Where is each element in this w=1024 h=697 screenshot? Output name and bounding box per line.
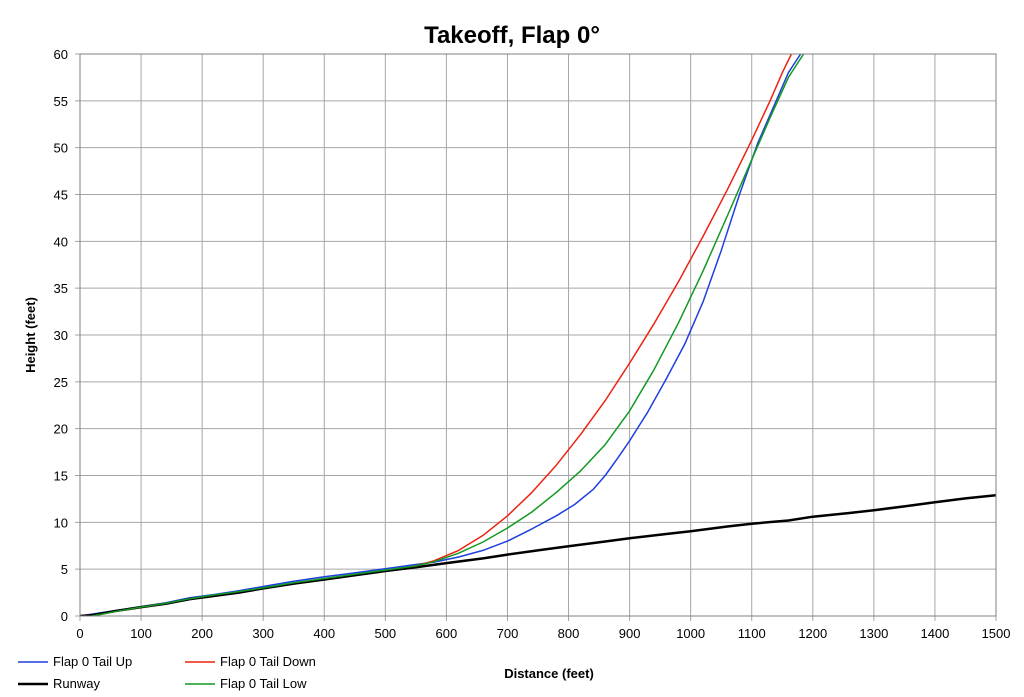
y-axis-label: Height (feet) xyxy=(23,297,38,373)
y-tick-label: 5 xyxy=(61,562,68,577)
legend-item: Flap 0 Tail Down xyxy=(185,654,316,669)
x-tick-label: 1100 xyxy=(738,626,766,641)
x-tick-label: 0 xyxy=(76,626,83,641)
y-tick-label: 50 xyxy=(54,141,68,156)
y-tick-label: 30 xyxy=(54,328,68,343)
y-tick-label: 45 xyxy=(54,188,68,203)
chart-title: Takeoff, Flap 0° xyxy=(424,22,600,49)
y-tick-label: 55 xyxy=(54,94,68,109)
y-tick-label: 15 xyxy=(54,469,68,484)
legend-item: Runway xyxy=(18,676,100,691)
x-axis-label: Distance (feet) xyxy=(504,666,594,681)
x-tick-label: 1500 xyxy=(982,626,1011,641)
x-tick-label: 100 xyxy=(130,626,152,641)
x-tick-label: 1200 xyxy=(798,626,827,641)
legend-item: Flap 0 Tail Low xyxy=(185,676,307,691)
x-tick-label: 700 xyxy=(497,626,519,641)
tick-labels: 0 100 200 300 400 500 600 700 800 900 1000 1100 1200… xyxy=(54,47,1011,641)
y-tick-label: 35 xyxy=(54,281,68,296)
y-tick-label: 10 xyxy=(54,515,68,530)
x-tick-label: 800 xyxy=(558,626,580,641)
x-tick-label: 900 xyxy=(619,626,641,641)
legend-item: Flap 0 Tail Up xyxy=(18,654,132,669)
x-tick-label: 1400 xyxy=(920,626,949,641)
x-tick-label: 200 xyxy=(191,626,213,641)
x-tick-label: 300 xyxy=(252,626,274,641)
x-tick-label: 500 xyxy=(374,626,396,641)
legend-label: Flap 0 Tail Low xyxy=(220,676,307,691)
series-line-runway xyxy=(80,493,996,616)
series-group xyxy=(80,54,996,616)
series-line-flap-0-tail-low xyxy=(91,54,805,616)
legend-label: Runway xyxy=(53,676,100,691)
x-tick-label: 1000 xyxy=(676,626,705,641)
legend-label: Flap 0 Tail Down xyxy=(220,654,316,669)
x-tick-label: 600 xyxy=(436,626,458,641)
legend: Flap 0 Tail Up Flap 0 Tail Down Runway Flap… xyxy=(18,654,316,691)
y-tick-label: 0 xyxy=(61,609,68,624)
x-tick-label: 1300 xyxy=(859,626,888,641)
y-tick-label: 40 xyxy=(54,234,68,249)
grid xyxy=(75,53,997,621)
y-tick-label: 20 xyxy=(54,422,68,437)
y-tick-label: 60 xyxy=(54,47,68,62)
plot-frame xyxy=(79,53,997,617)
y-tick-label: 25 xyxy=(54,375,68,390)
x-tick-label: 400 xyxy=(313,626,335,641)
legend-label: Flap 0 Tail Up xyxy=(53,654,132,669)
